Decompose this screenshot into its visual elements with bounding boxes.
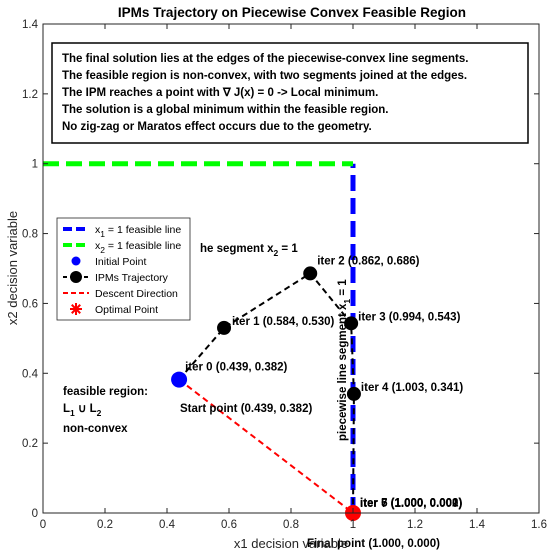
x-tick-label: 0.4 [159, 519, 176, 531]
segment-x2-annotation: he segment x2 = 1 [200, 243, 298, 258]
trajectory-point [303, 266, 318, 281]
feasible-region-type: non-convex [63, 423, 128, 435]
chart-marks: iter 0 (0.439, 0.382) iter 1 (0.584, 0.53… [43, 161, 463, 550]
series-descent-direction [178, 378, 354, 514]
x-tick-label: 1 [350, 519, 356, 531]
legend-swatch [70, 271, 82, 283]
iteration-label: iter 5 (1.000, 0.002) [360, 497, 462, 509]
legend-entry-label: IPMs Trajectory [95, 272, 169, 284]
x-axis-label: x1 decision variable [234, 536, 348, 551]
x-tick-label: 1.2 [407, 519, 423, 531]
y-tick-label: 0.6 [22, 298, 38, 310]
trajectory-point [217, 320, 232, 335]
iteration-label: iter 4 (1.003, 0.341) [361, 382, 463, 394]
y-tick-label: 1 [32, 159, 38, 171]
legend-entry-label: Optimal Point [95, 304, 158, 316]
y-tick-label: 0.4 [22, 368, 39, 380]
y-axis-label: x2 decision variable [5, 211, 20, 325]
notes-box: The final solution lies at the edges of … [51, 42, 529, 144]
x-tick-label: 1.4 [469, 519, 486, 531]
initial-point-marker [171, 371, 188, 388]
iteration-label: iter 3 (0.994, 0.543) [358, 311, 460, 323]
feasible-region-set: L1 ∪ L2 [63, 403, 102, 418]
legend-entry-label: Initial Point [95, 256, 146, 268]
y-tick-label: 0.8 [22, 229, 38, 241]
axis-ticks: 0 0.2 0.4 0.6 0.8 1 1.2 1.4 1.6 0 0.2 0.4 0.6 0.8 1 1.2… [22, 19, 547, 531]
iteration-label: iter 0 (0.439, 0.382) [185, 362, 287, 374]
legend-frame [56, 217, 191, 321]
iteration-label: iter 6 (1.000, 0.001) [360, 498, 462, 510]
feasible-region-label: feasible region: [63, 386, 148, 398]
note-line: No zig-zag or Maratos effect occurs due … [62, 121, 372, 133]
note-line: The final solution lies at the edges of … [62, 53, 468, 65]
chart-title: IPMs Trajectory on Piecewise Convex Feas… [118, 5, 466, 20]
note-line: The solution is a global minimum within … [62, 104, 389, 116]
iteration-label: iter 2 (0.862, 0.686) [317, 255, 419, 267]
y-tick-label: 1.4 [22, 19, 39, 31]
x-tick-label: 0.6 [221, 519, 237, 531]
notes-box-frame [51, 42, 529, 144]
final-point-annotation: Final point (1.000, 0.000) [307, 538, 440, 550]
legend-entry-label: Descent Direction [95, 288, 178, 300]
x-tick-label: 0.2 [97, 519, 113, 531]
y-tick-label: 0.2 [22, 438, 38, 450]
legend-entry-label: x1 = 1 feasible line [95, 224, 181, 239]
note-line: The IPM reaches a point with ∇ J(x) = 0 … [62, 87, 378, 99]
iteration-label: iter 1 (0.584, 0.530) [232, 316, 334, 328]
start-point-annotation: Start point (0.439, 0.382) [180, 403, 312, 415]
note-line: The feasible region is non-convex, with … [62, 70, 467, 82]
iteration-label: iter 7 (1.000, 0.000) [360, 498, 462, 510]
y-tick-label: 0 [32, 508, 38, 520]
y-tick-label: 1.2 [22, 89, 38, 101]
legend-swatch [71, 256, 81, 266]
legend-entry-label: x2 = 1 feasible line [95, 240, 181, 255]
x-tick-label: 0 [40, 519, 46, 531]
trajectory-point [346, 386, 361, 401]
segment-x1-annotation: piecewise line segment x1 = 1 [337, 279, 352, 441]
trajectory-point [344, 316, 359, 331]
legend-swatch [70, 303, 82, 315]
x-tick-label: 0.8 [283, 519, 299, 531]
x-tick-label: 1.6 [531, 519, 547, 531]
